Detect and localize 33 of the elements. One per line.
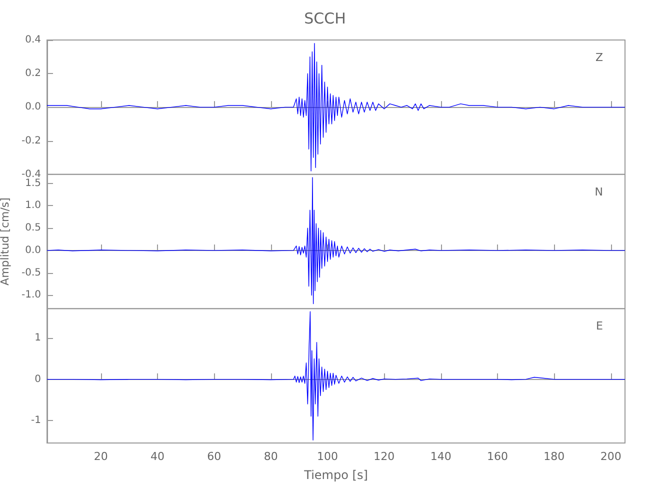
y-tick-label: 0.4 (25, 34, 41, 46)
y-tick-label: -0.4 (21, 168, 41, 180)
x-tick-label: 120 (374, 450, 395, 463)
y-tick-label: 1 (34, 332, 41, 344)
line-series (46, 43, 626, 172)
x-axis-title: Tiempo [s] (303, 468, 368, 482)
line-series (46, 177, 626, 304)
x-tick-label: 160 (487, 450, 508, 463)
y-tick-label: -1.0 (21, 290, 41, 301)
y-tick-label: -1 (31, 414, 41, 426)
y-tick-label: 1.0 (25, 200, 41, 212)
y-axis-title: Amplitud [cm/s] (0, 198, 12, 286)
x-tick-label: 20 (94, 450, 108, 463)
line-series (46, 311, 626, 440)
chart-title: SCCH (304, 10, 346, 28)
y-tick-label: -0.2 (21, 135, 41, 146)
x-tick-label: 200 (600, 450, 622, 463)
y-tick-label: -0.5 (21, 267, 41, 278)
x-tick-label: 80 (264, 450, 278, 463)
y-tick-label: 1.5 (25, 178, 41, 189)
y-tick-label: 0.5 (25, 222, 41, 234)
x-tick-label: 140 (430, 450, 452, 463)
y-tick-label: 0.2 (25, 68, 41, 80)
annotation: N (594, 185, 604, 198)
x-tick-label: 100 (317, 450, 338, 463)
x-tick-label: 180 (544, 450, 565, 463)
x-tick-label: 60 (207, 450, 222, 463)
y-tick-label: 0 (34, 374, 41, 385)
annotation: Z (595, 51, 604, 64)
x-tick-label: 40 (150, 450, 164, 463)
annotation: E (596, 320, 604, 333)
y-tick-label: 0.0 (25, 102, 41, 113)
y-tick-label: 0.0 (25, 244, 41, 256)
